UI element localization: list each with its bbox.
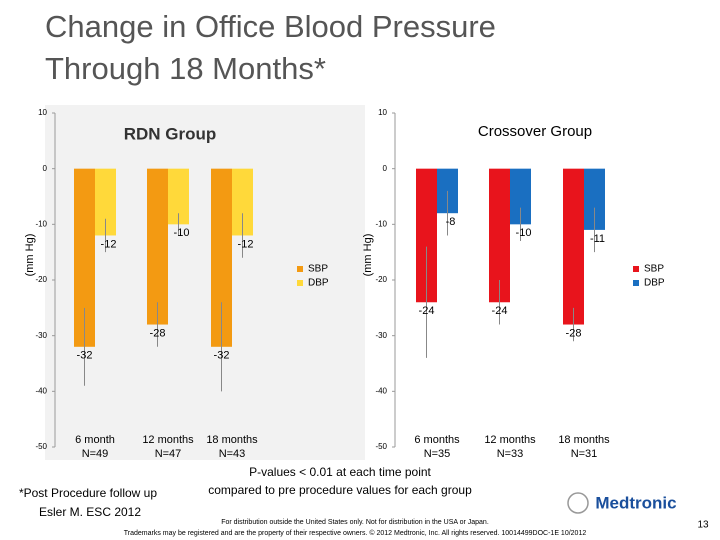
legend-label: DBP — [644, 278, 665, 289]
x-tick-label: 6 month — [75, 434, 115, 446]
bar — [416, 168, 437, 303]
legend-swatch — [633, 280, 639, 286]
x-tick-label: 6 months — [414, 434, 460, 446]
chart-title: Crossover Group — [478, 123, 592, 140]
y-tick-label: -30 — [375, 331, 387, 340]
value-label: -11 — [590, 233, 605, 245]
value-label: -12 — [101, 238, 117, 250]
x-tick-label: 12 months — [142, 434, 194, 446]
value-label: -8 — [446, 216, 456, 228]
x-tick-label: N=43 — [219, 448, 246, 460]
x-tick-label: N=35 — [424, 448, 451, 460]
pvalue-note: P-values < 0.01 at each time point — [249, 465, 431, 479]
value-label: -12 — [238, 238, 254, 250]
x-tick-label: N=47 — [155, 448, 182, 460]
x-tick-label: N=31 — [571, 448, 598, 460]
bar — [489, 168, 510, 303]
value-label: -24 — [419, 305, 435, 317]
y-tick-label: 10 — [378, 108, 387, 117]
trademark: Trademarks may be registered and are the… — [124, 529, 587, 537]
bar — [563, 168, 584, 325]
logo-icon — [567, 492, 589, 514]
x-tick-label: N=49 — [82, 448, 109, 460]
y-axis-label: (mm Hg) — [24, 234, 36, 277]
x-tick-label: 18 months — [206, 434, 258, 446]
panel-background — [45, 105, 365, 460]
y-tick-label: -10 — [35, 219, 47, 228]
x-tick-label: 12 months — [484, 434, 536, 446]
footnote: *Post Procedure follow up — [19, 486, 157, 500]
value-label: -24 — [492, 305, 508, 317]
x-tick-label: 18 months — [558, 434, 610, 446]
y-tick-label: -40 — [35, 386, 47, 395]
legend-swatch — [297, 280, 303, 286]
legend-swatch — [633, 266, 639, 272]
disclaimer: For distribution outside the United Stat… — [221, 519, 489, 526]
logo: Medtronic — [595, 493, 676, 512]
legend-label: DBP — [308, 278, 329, 289]
y-tick-label: -50 — [375, 442, 387, 451]
y-tick-label: -40 — [375, 386, 387, 395]
value-label: -32 — [77, 350, 93, 362]
chart-title: RDN Group — [124, 124, 217, 143]
y-tick-label: 0 — [43, 164, 48, 173]
legend-swatch — [297, 266, 303, 272]
value-label: -10 — [174, 227, 190, 239]
value-label: -32 — [214, 350, 230, 362]
bar — [510, 168, 531, 225]
page-number: 13 — [697, 520, 709, 531]
slide-title: Change in Office Blood Pressure Through … — [45, 9, 496, 86]
y-tick-label: 0 — [383, 164, 388, 173]
y-tick-label: 10 — [38, 108, 47, 117]
bar — [211, 168, 232, 347]
bar — [95, 168, 116, 236]
citation: Esler M. ESC 2012 — [39, 505, 141, 519]
pvalue-note: compared to pre procedure values for eac… — [208, 483, 472, 497]
x-tick-label: N=33 — [497, 448, 524, 460]
y-tick-label: -20 — [35, 275, 47, 284]
value-label: -28 — [150, 327, 166, 339]
value-label: -10 — [516, 227, 532, 239]
bar — [168, 168, 189, 225]
y-tick-label: -10 — [375, 219, 387, 228]
bar — [74, 168, 95, 347]
bar — [584, 168, 605, 230]
bar — [232, 168, 253, 236]
y-axis-label: (mm Hg) — [362, 234, 374, 277]
value-label: -28 — [566, 327, 582, 339]
y-tick-label: -30 — [35, 331, 47, 340]
legend-label: SBP — [644, 264, 664, 275]
legend-label: SBP — [308, 264, 328, 275]
bar — [147, 168, 168, 325]
y-tick-label: -50 — [35, 442, 47, 451]
y-tick-label: -20 — [375, 275, 387, 284]
